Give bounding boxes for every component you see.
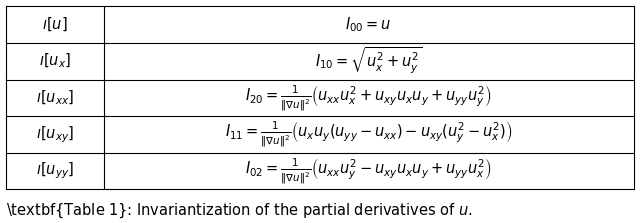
Text: $I_{10} = \sqrt{u_x^2 + u_y^2}$: $I_{10} = \sqrt{u_x^2 + u_y^2}$ (315, 46, 422, 76)
Text: $I_{02} = \frac{1}{\|\nabla u\|^2}\left(u_{xx}u_y^2 - u_{xy}u_xu_y + u_{yy}u_x^2: $I_{02} = \frac{1}{\|\nabla u\|^2}\left(… (245, 156, 492, 186)
Text: $\imath[u]$: $\imath[u]$ (42, 16, 68, 33)
Text: $\imath[u_{yy}]$: $\imath[u_{yy}]$ (36, 161, 74, 181)
Text: $\imath[u_{xy}]$: $\imath[u_{xy}]$ (36, 124, 74, 145)
Text: $I_{20} = \frac{1}{\|\nabla u\|^2}\left(u_{xx}u_x^2 + u_{xy}u_xu_y + u_{yy}u_y^2: $I_{20} = \frac{1}{\|\nabla u\|^2}\left(… (245, 83, 492, 113)
Text: $\imath[u_{xx}]$: $\imath[u_{xx}]$ (36, 89, 74, 107)
Text: $I_{11} = \frac{1}{\|\nabla u\|^2}\left(u_xu_y(u_{yy} - u_{xx}) - u_{xy}(u_y^2 -: $I_{11} = \frac{1}{\|\nabla u\|^2}\left(… (225, 120, 512, 149)
Text: $\imath[u_x]$: $\imath[u_x]$ (39, 52, 71, 70)
Text: $I_{00} = u$: $I_{00} = u$ (346, 15, 392, 34)
Text: \textbf{Table 1}: Invariantization of the partial derivatives of $u$.: \textbf{Table 1}: Invariantization of th… (6, 202, 473, 220)
